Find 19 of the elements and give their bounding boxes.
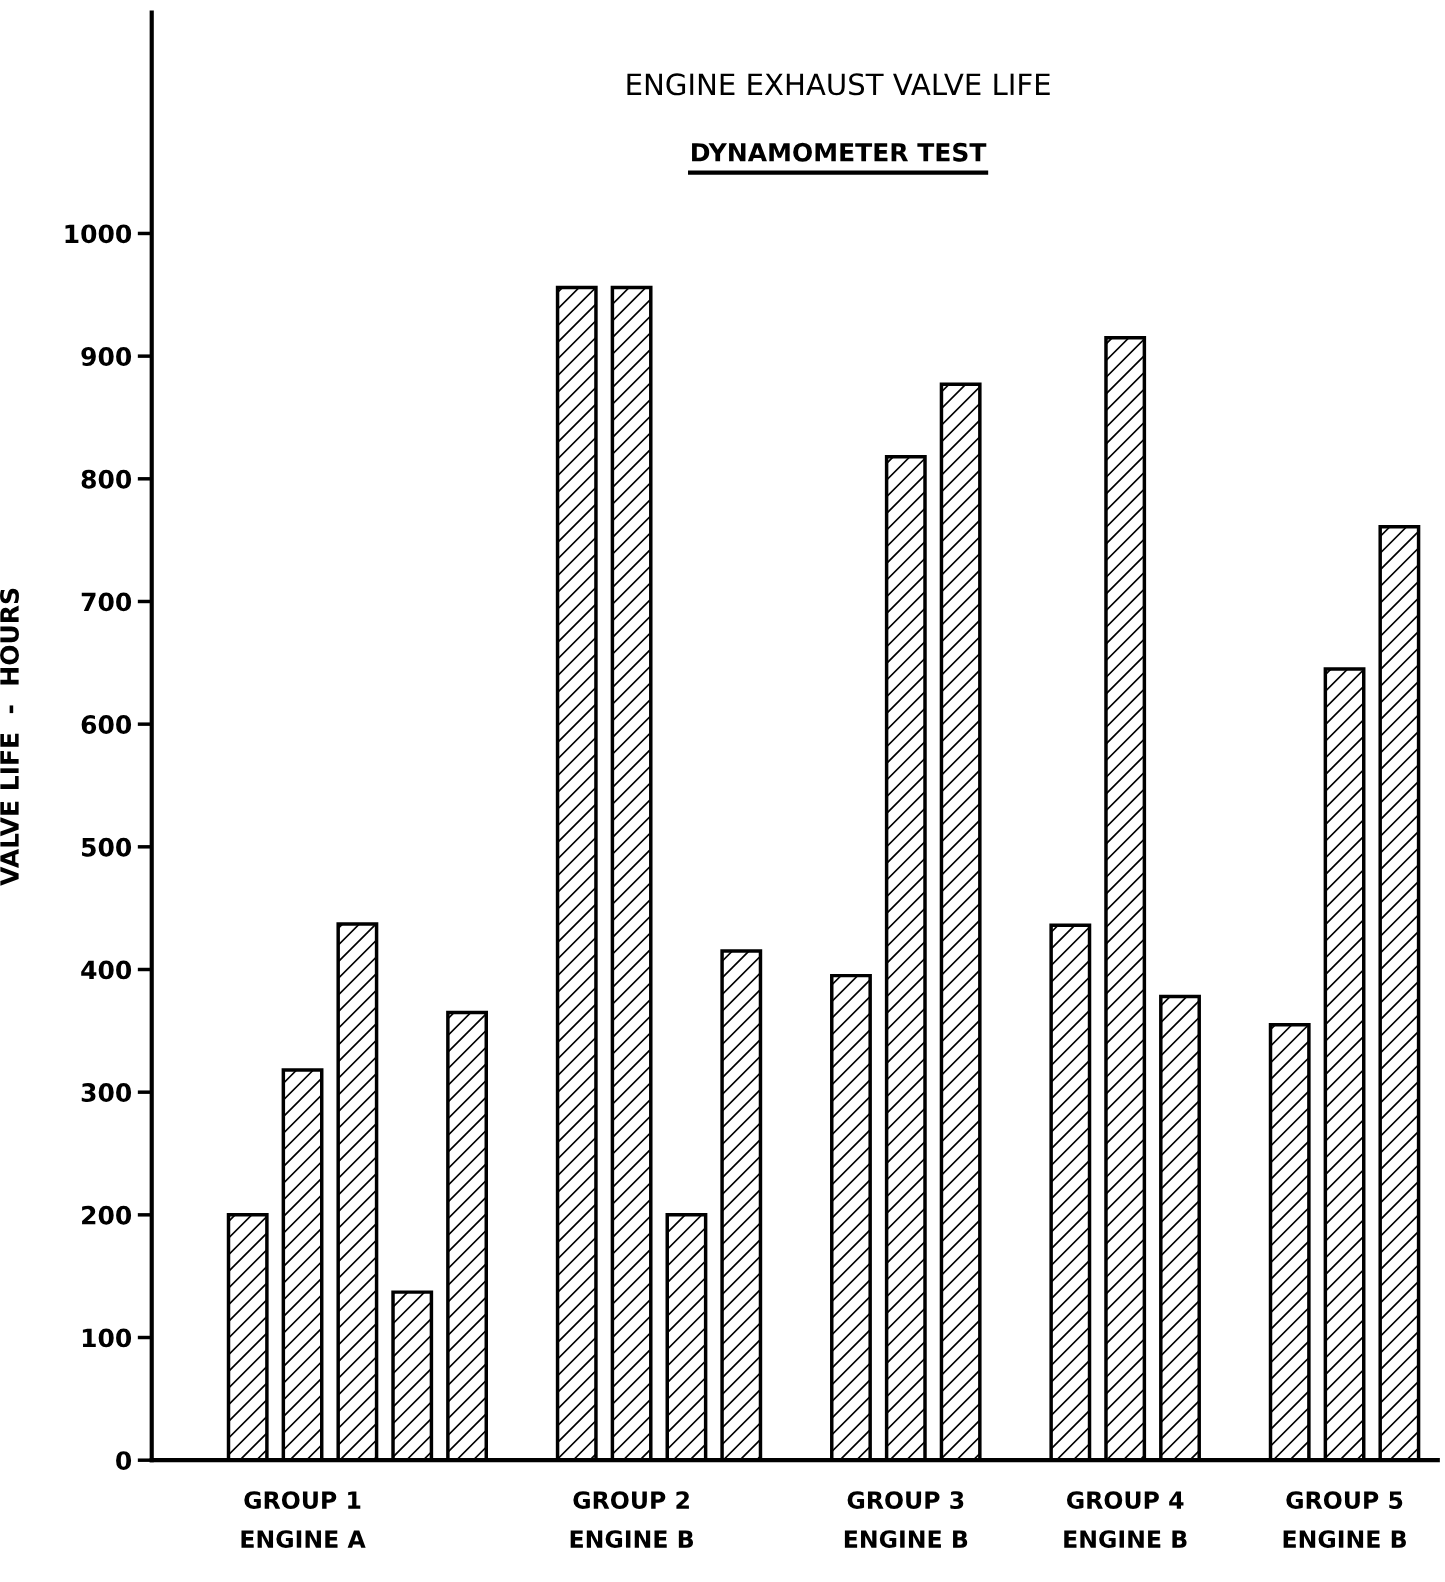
- y-tick-label: 600: [81, 715, 132, 735]
- y-tick-label: 300: [81, 1083, 132, 1103]
- y-tick-label: 800: [81, 469, 132, 489]
- y-tick-label: 500: [82, 837, 132, 857]
- x-tick-label: GROUP 2 ENGINE B: [570, 1491, 694, 1549]
- text: DYNAMOMETER TEST: [692, 142, 987, 162]
- y-tick-label: 0: [116, 1451, 132, 1471]
- y-tick-label: 1000: [65, 224, 132, 244]
- y-tick-label: 400: [81, 960, 132, 980]
- text: ENGINE EXHAUST VALVE LIFE: [627, 73, 1050, 96]
- y-tick-label: 200: [82, 1205, 132, 1225]
- x-tick-label: GROUP 5 ENGINE B: [1283, 1491, 1406, 1549]
- x-tick-label: GROUP 4 ENGINE B: [1064, 1491, 1187, 1549]
- y-axis-title: VALVE LIFE - HOURS: [0, 588, 19, 886]
- y-tick-label: 700: [81, 592, 132, 612]
- x-tick-label: GROUP 3 ENGINE B: [844, 1491, 968, 1549]
- y-tick-label: 900: [81, 347, 132, 366]
- y-tick-label: 100: [82, 1328, 132, 1348]
- x-tick-label: GROUP 1 ENGINE A: [241, 1491, 366, 1549]
